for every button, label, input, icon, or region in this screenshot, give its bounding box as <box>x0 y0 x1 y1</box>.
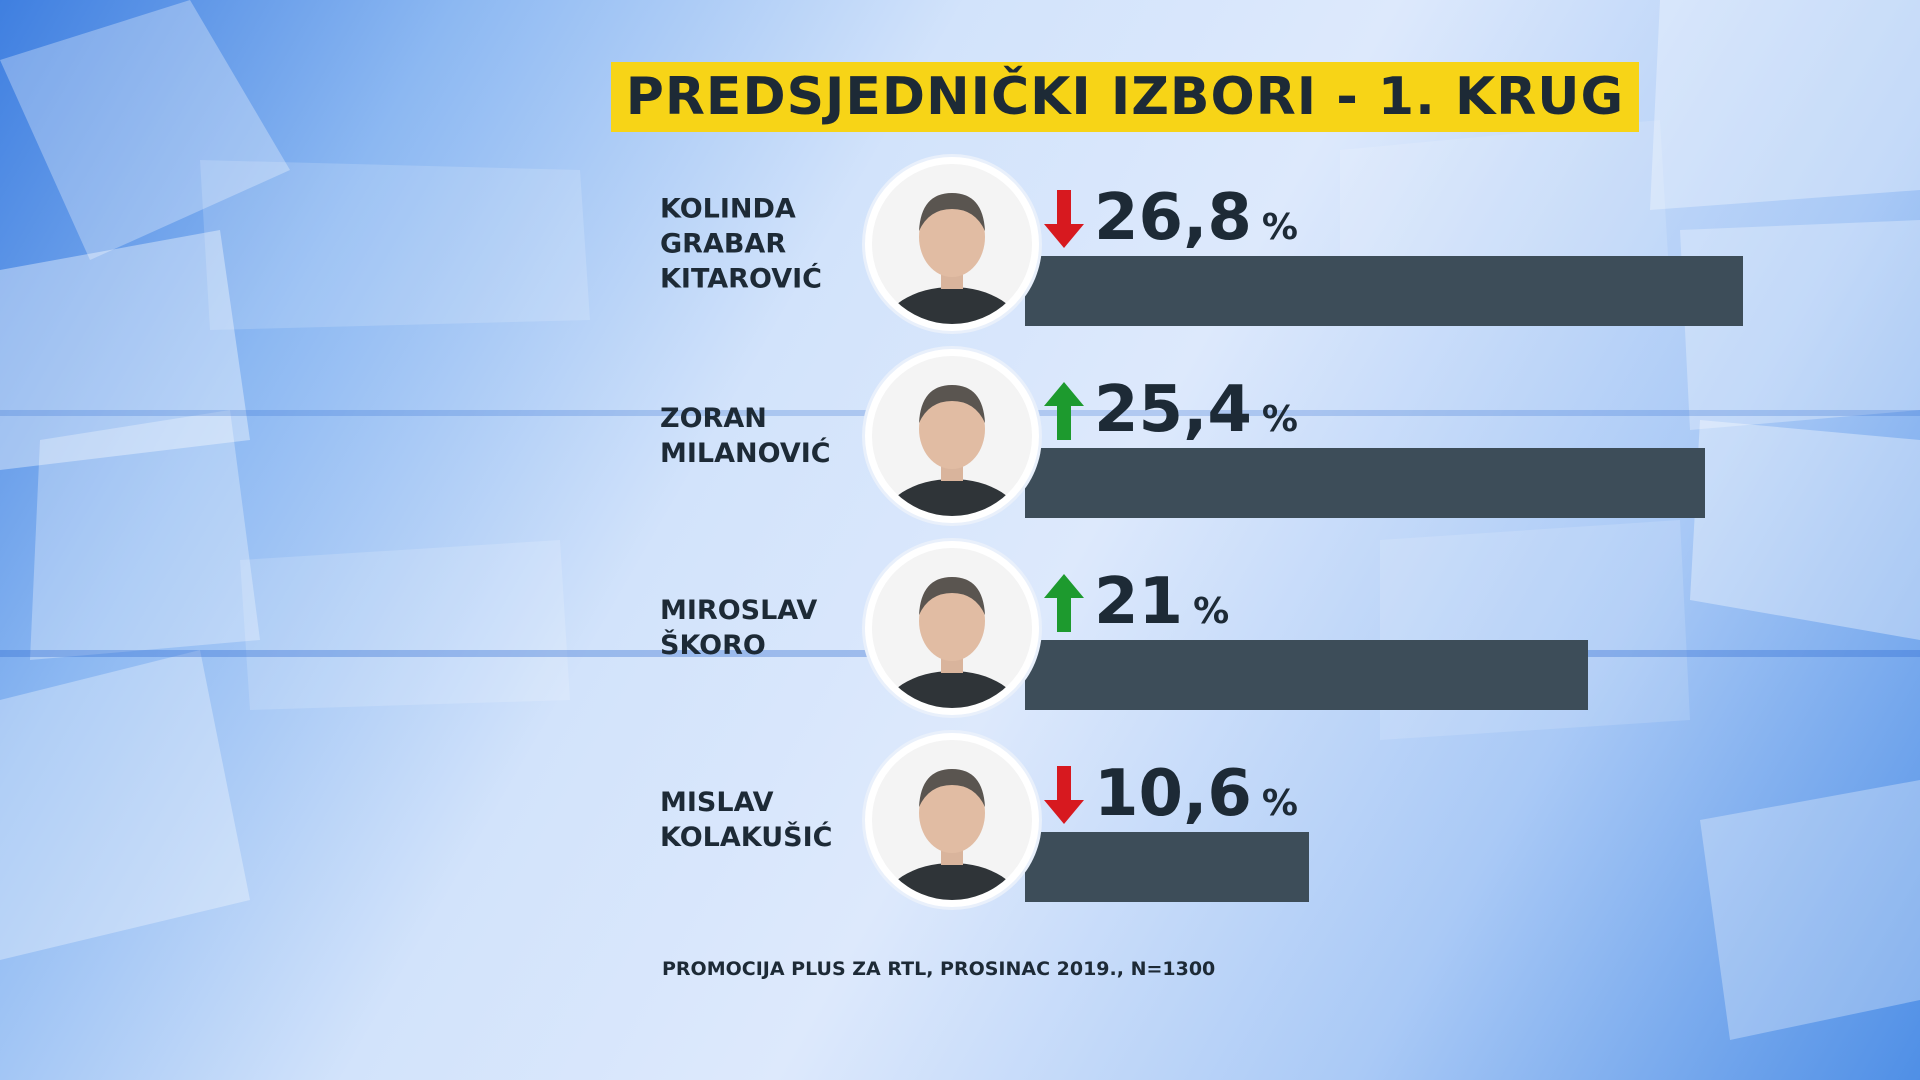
data-label: 21% <box>1094 565 1230 639</box>
candidate-name: MISLAV KOLAKUŠIĆ <box>660 787 833 853</box>
bar <box>1025 832 1309 902</box>
bar <box>1025 448 1706 518</box>
source-note: PROMOCIJA PLUS ZA RTL, PROSINAC 2019., N… <box>662 958 1216 980</box>
data-label: 25,4% <box>1094 373 1298 447</box>
person-photo-icon <box>865 541 1039 715</box>
candidate-name: KOLINDA GRABAR KITAROVIĆ <box>660 193 822 295</box>
person-photo-icon <box>865 733 1039 907</box>
chart-title: PREDSJEDNIČKI IZBORI - 1. KRUG <box>625 67 1625 127</box>
bar <box>1025 640 1588 710</box>
arrow-up-icon <box>1044 382 1084 440</box>
candidate-name: ZORAN MILANOVIĆ <box>660 403 831 469</box>
person-photo-icon <box>865 349 1039 523</box>
data-label: 10,6% <box>1094 757 1298 831</box>
data-label: 26,8% <box>1094 181 1298 255</box>
arrow-up-icon <box>1044 574 1084 632</box>
title-banner: PREDSJEDNIČKI IZBORI - 1. KRUG <box>611 62 1639 132</box>
person-photo-icon <box>865 157 1039 331</box>
candidate-name: MIROSLAV ŠKORO <box>660 595 818 661</box>
arrow-down-icon <box>1044 190 1084 248</box>
arrow-down-icon <box>1044 766 1084 824</box>
bar <box>1025 256 1743 326</box>
